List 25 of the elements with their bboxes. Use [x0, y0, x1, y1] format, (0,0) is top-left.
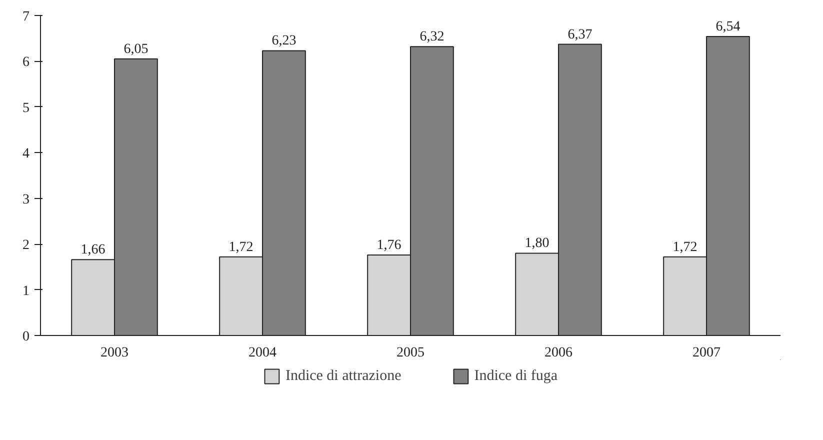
x-tick-label: 2007: [692, 346, 720, 360]
data-label: 6,23: [272, 34, 296, 49]
data-label: 1,72: [228, 240, 254, 255]
y-tick-label: 4: [22, 146, 30, 162]
data-label: 1,72: [672, 240, 698, 255]
y-tick-label: 1: [22, 284, 30, 299]
x-tick-label: 2004: [248, 346, 276, 360]
data-label: 6,05: [124, 42, 148, 57]
y-tick-label: 3: [22, 192, 30, 208]
y-tick-label: 5: [22, 100, 30, 116]
y-tick-label: 0: [22, 330, 30, 344]
y-tick-label: 7: [22, 10, 30, 24]
data-label: 1,80: [524, 236, 550, 252]
x-tick-label: 2006: [544, 346, 572, 360]
y-tick-label: 6: [22, 55, 30, 70]
data-label: 6,32: [420, 30, 444, 45]
legend-label: Indice di attrazione: [285, 368, 402, 384]
x-tick-label: 2005: [396, 346, 424, 360]
data-label: 1,76: [376, 238, 402, 254]
data-label: 1,66: [80, 242, 106, 258]
y-tick-label: 2: [22, 238, 30, 254]
x-tick-label: 2003: [100, 346, 128, 360]
data-label: 6,37: [568, 27, 592, 42]
data-label: 6,54: [716, 20, 740, 35]
legend-label: Indice di fuga: [474, 368, 558, 384]
